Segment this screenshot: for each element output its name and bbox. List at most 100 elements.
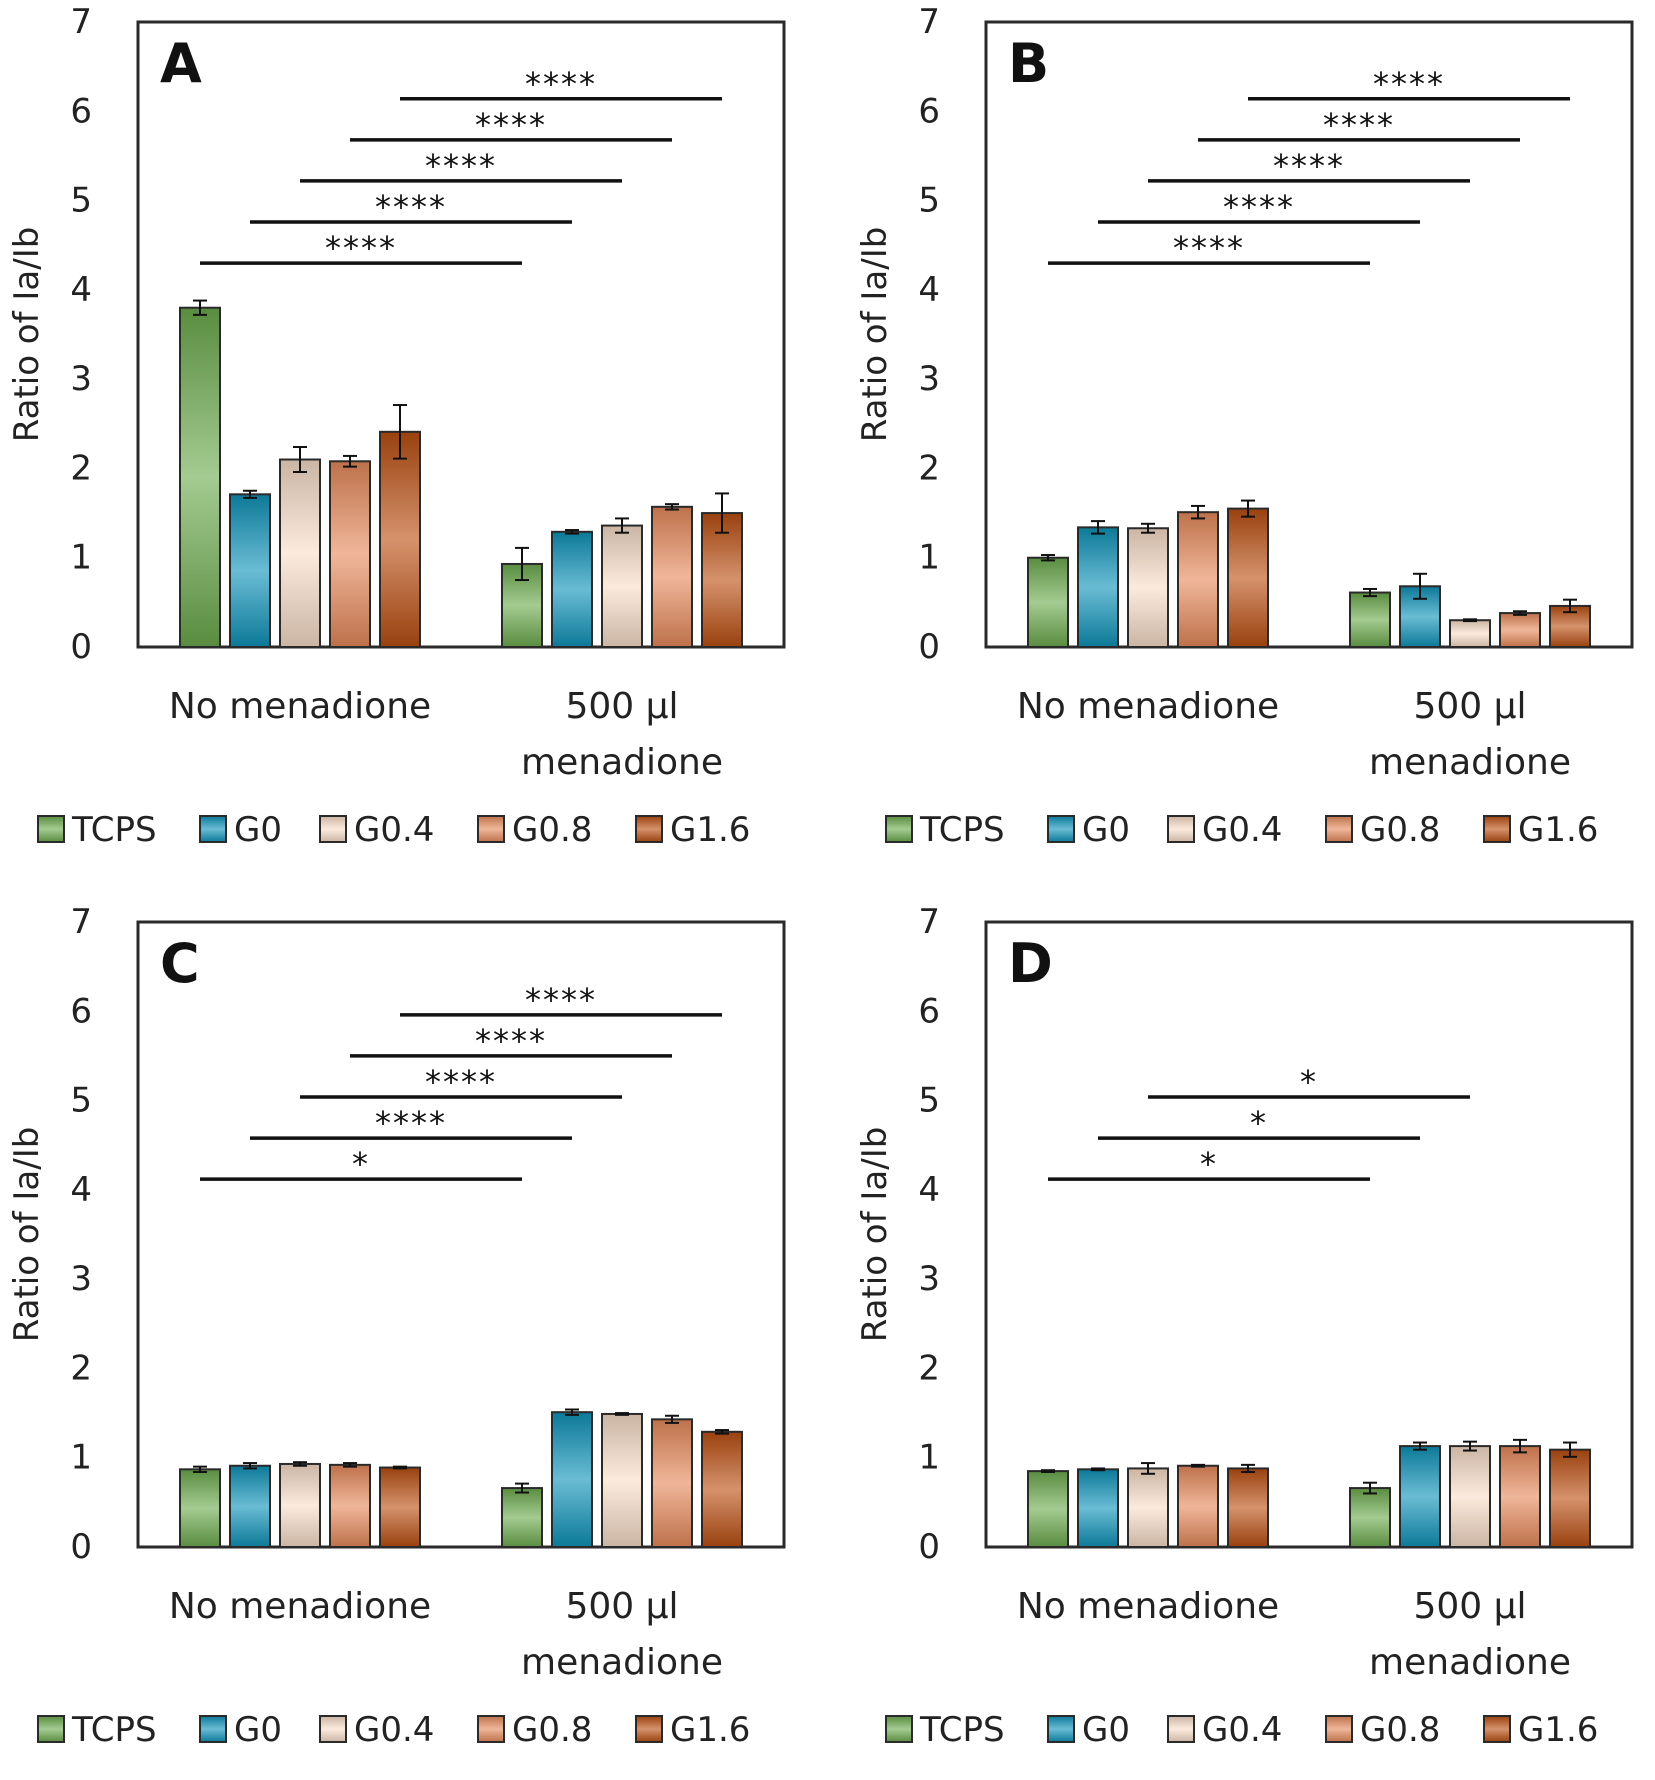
legend-swatch-G0.4: [319, 1715, 347, 1743]
x-category-label: menadione: [521, 742, 723, 783]
y-tick-label: 1: [70, 1438, 92, 1478]
significance-label: ****: [425, 1063, 497, 1101]
y-tick-label: 7: [918, 902, 940, 942]
bar-G0.8-0: [1177, 511, 1219, 649]
legend-label-G0: G0: [1082, 1710, 1130, 1750]
bar-G1.6-0: [1227, 507, 1269, 648]
significance-label: *: [1200, 1145, 1218, 1183]
bar-TCPS-0: [179, 1468, 221, 1548]
legend-swatch-G0: [1047, 1715, 1075, 1743]
bar-G1.6-0: [1227, 1467, 1269, 1549]
significance-label: ****: [525, 65, 597, 103]
y-tick-label: 2: [918, 448, 940, 488]
legend-swatch-G0.8: [477, 1715, 505, 1743]
significance-label: *: [352, 1145, 370, 1183]
x-category-label: 500 µl: [1413, 686, 1526, 727]
chart-panel-a: 0 1 2 3 4 5 6 7 Ratio of Ia/Ib A **** **** **** **** *…: [0, 0, 820, 880]
significance-label: *: [1300, 1063, 1318, 1101]
bar-G0.8-1: [1499, 612, 1541, 648]
significance-label: ****: [1173, 229, 1245, 267]
y-tick-label: 2: [70, 448, 92, 488]
legend-label-G0.4: G0.4: [354, 810, 434, 850]
legend-swatch-G1.6: [635, 815, 663, 843]
y-tick-label: 4: [70, 270, 92, 310]
bar-G0.4-1: [601, 524, 643, 648]
y-tick-label: 3: [918, 1259, 940, 1299]
y-tick-label: 6: [918, 991, 940, 1031]
bar-TCPS-1: [501, 1487, 543, 1548]
bar-G0.8-1: [1499, 1445, 1541, 1548]
bar-G0-0: [1077, 1468, 1119, 1548]
significance-label: ****: [375, 188, 447, 226]
bar-G0.8-1: [651, 505, 693, 649]
bar-TCPS-1: [1349, 1487, 1391, 1548]
bar-G0.4-0: [1127, 527, 1169, 648]
legend-label-G0: G0: [1082, 810, 1130, 850]
y-axis-label: Ratio of Ia/Ib: [7, 1127, 47, 1343]
legend-label-TCPS: TCPS: [919, 810, 1005, 850]
bar-G0.8-1: [651, 1418, 693, 1548]
legend-label-G0.8: G0.8: [1360, 810, 1440, 850]
y-tick-label: 3: [70, 359, 92, 399]
bar-G0-0: [1077, 526, 1119, 648]
legend-label-TCPS: TCPS: [919, 1710, 1005, 1750]
y-tick-label: 1: [918, 1438, 940, 1478]
x-category-label: No menadione: [169, 1586, 431, 1627]
legend-label-G1.6: G1.6: [1518, 810, 1598, 850]
bar-TCPS-0: [1027, 556, 1069, 649]
chart-panel-b: 0 1 2 3 4 5 6 7 Ratio of Ia/Ib B **** **** **** **** *…: [848, 0, 1655, 880]
significance-label: ****: [325, 229, 397, 267]
y-tick-label: 6: [918, 91, 940, 131]
y-axis-label: Ratio of Ia/Ib: [7, 227, 47, 443]
x-category-label: menadione: [1369, 742, 1571, 783]
x-category-label: No menadione: [169, 686, 431, 727]
legend-label-G0.8: G0.8: [512, 810, 592, 850]
y-tick-label: 4: [918, 270, 940, 310]
bar-G1.6-0: [379, 1466, 421, 1548]
legend-swatch-G0: [199, 1715, 227, 1743]
bar-G0.4-0: [279, 458, 321, 648]
y-tick-label: 4: [70, 1170, 92, 1210]
legend-swatch-G1.6: [635, 1715, 663, 1743]
legend-swatch-G0.8: [1325, 815, 1353, 843]
y-tick-label: 4: [918, 1170, 940, 1210]
y-tick-label: 6: [70, 991, 92, 1031]
y-tick-label: 5: [918, 1081, 940, 1121]
y-tick-label: 0: [918, 1527, 940, 1567]
legend-label-G1.6: G1.6: [670, 810, 750, 850]
significance-label: ****: [425, 147, 497, 185]
panel-label: D: [1008, 932, 1053, 995]
chart-panel-d: 0 1 2 3 4 5 6 7 Ratio of Ia/Ib D * * * No menadione 50…: [848, 900, 1655, 1780]
legend-swatch-G1.6: [1483, 1715, 1511, 1743]
bar-G0.8-0: [329, 460, 371, 648]
plot-frame: [984, 920, 1634, 1549]
legend-label-G0.4: G0.4: [1202, 1710, 1282, 1750]
significance-label: ****: [1373, 65, 1445, 103]
y-tick-label: 1: [70, 538, 92, 578]
bar-G0-1: [1399, 585, 1441, 648]
chart-svg: 0 1 2 3 4 5 6 7 Ratio of Ia/Ib D * * * No menadione 50…: [855, 902, 1634, 1750]
legend-swatch-TCPS: [885, 1715, 913, 1743]
x-category-label: 500 µl: [1413, 1586, 1526, 1627]
legend-label-G0.8: G0.8: [512, 1710, 592, 1750]
y-tick-label: 2: [70, 1348, 92, 1388]
y-tick-label: 7: [918, 2, 940, 42]
legend-label-G0: G0: [234, 1710, 282, 1750]
x-category-label: No menadione: [1017, 686, 1279, 727]
bar-G0.8-0: [329, 1463, 371, 1548]
bar-G1.6-1: [701, 1430, 743, 1548]
bar-G0-1: [1399, 1445, 1441, 1548]
x-category-label: 500 µl: [565, 686, 678, 727]
significance-label: ****: [1223, 188, 1295, 226]
legend-swatch-G0.4: [319, 815, 347, 843]
panel-label: A: [160, 32, 202, 95]
significance-label: ****: [1323, 106, 1395, 144]
bar-TCPS-0: [179, 306, 221, 648]
bar-G0.8-0: [1177, 1464, 1219, 1548]
legend-swatch-G0.4: [1167, 1715, 1195, 1743]
significance-label: ****: [525, 981, 597, 1019]
legend-swatch-TCPS: [37, 1715, 65, 1743]
y-tick-label: 0: [70, 627, 92, 667]
